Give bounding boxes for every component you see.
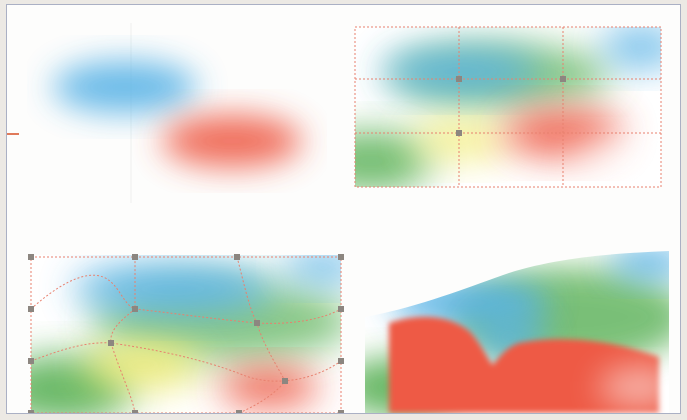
mesh-grid-lines [354, 26, 662, 188]
mesh-handle [132, 306, 138, 312]
mesh-grid-canvas [354, 26, 662, 188]
red-distorted-region [389, 316, 659, 413]
mesh-handle [28, 306, 34, 312]
mesh-handle [132, 410, 138, 413]
mesh-handle [560, 76, 566, 82]
mesh-handle [28, 358, 34, 364]
gradient-blobs-panel [27, 23, 327, 203]
warped-mesh-canvas [28, 254, 344, 414]
mesh-handle [338, 410, 344, 413]
distorted-result-panel [359, 247, 669, 413]
mesh-grid-panel [351, 21, 663, 193]
distorted-result-canvas [365, 251, 669, 413]
blue-blob[interactable] [53, 61, 197, 113]
canvas-frame [6, 4, 681, 414]
mesh-handle [132, 254, 138, 260]
result-fill [365, 251, 669, 413]
mesh-handle [456, 76, 462, 82]
mesh-handle [338, 306, 344, 312]
mesh-fill [355, 27, 661, 187]
mesh-handle [254, 320, 260, 326]
mesh-handle [108, 340, 114, 346]
warped-mesh-panel [23, 249, 349, 414]
edge-marker [7, 133, 19, 135]
mesh-handle [28, 410, 34, 413]
mesh-handle [338, 358, 344, 364]
warped-grid-handles[interactable] [28, 254, 344, 414]
mesh-handle [28, 254, 34, 260]
mesh-handle [236, 410, 242, 413]
mesh-handle [456, 130, 462, 136]
red-blob[interactable] [162, 115, 302, 167]
warped-mesh-fill [31, 255, 341, 413]
warped-grid-lines [30, 256, 342, 413]
mesh-handle [338, 254, 344, 260]
mesh-handle [282, 378, 288, 384]
mesh-handle [234, 254, 240, 260]
gradient-blobs-canvas [53, 23, 302, 203]
mesh-grid-handles[interactable] [456, 76, 566, 136]
